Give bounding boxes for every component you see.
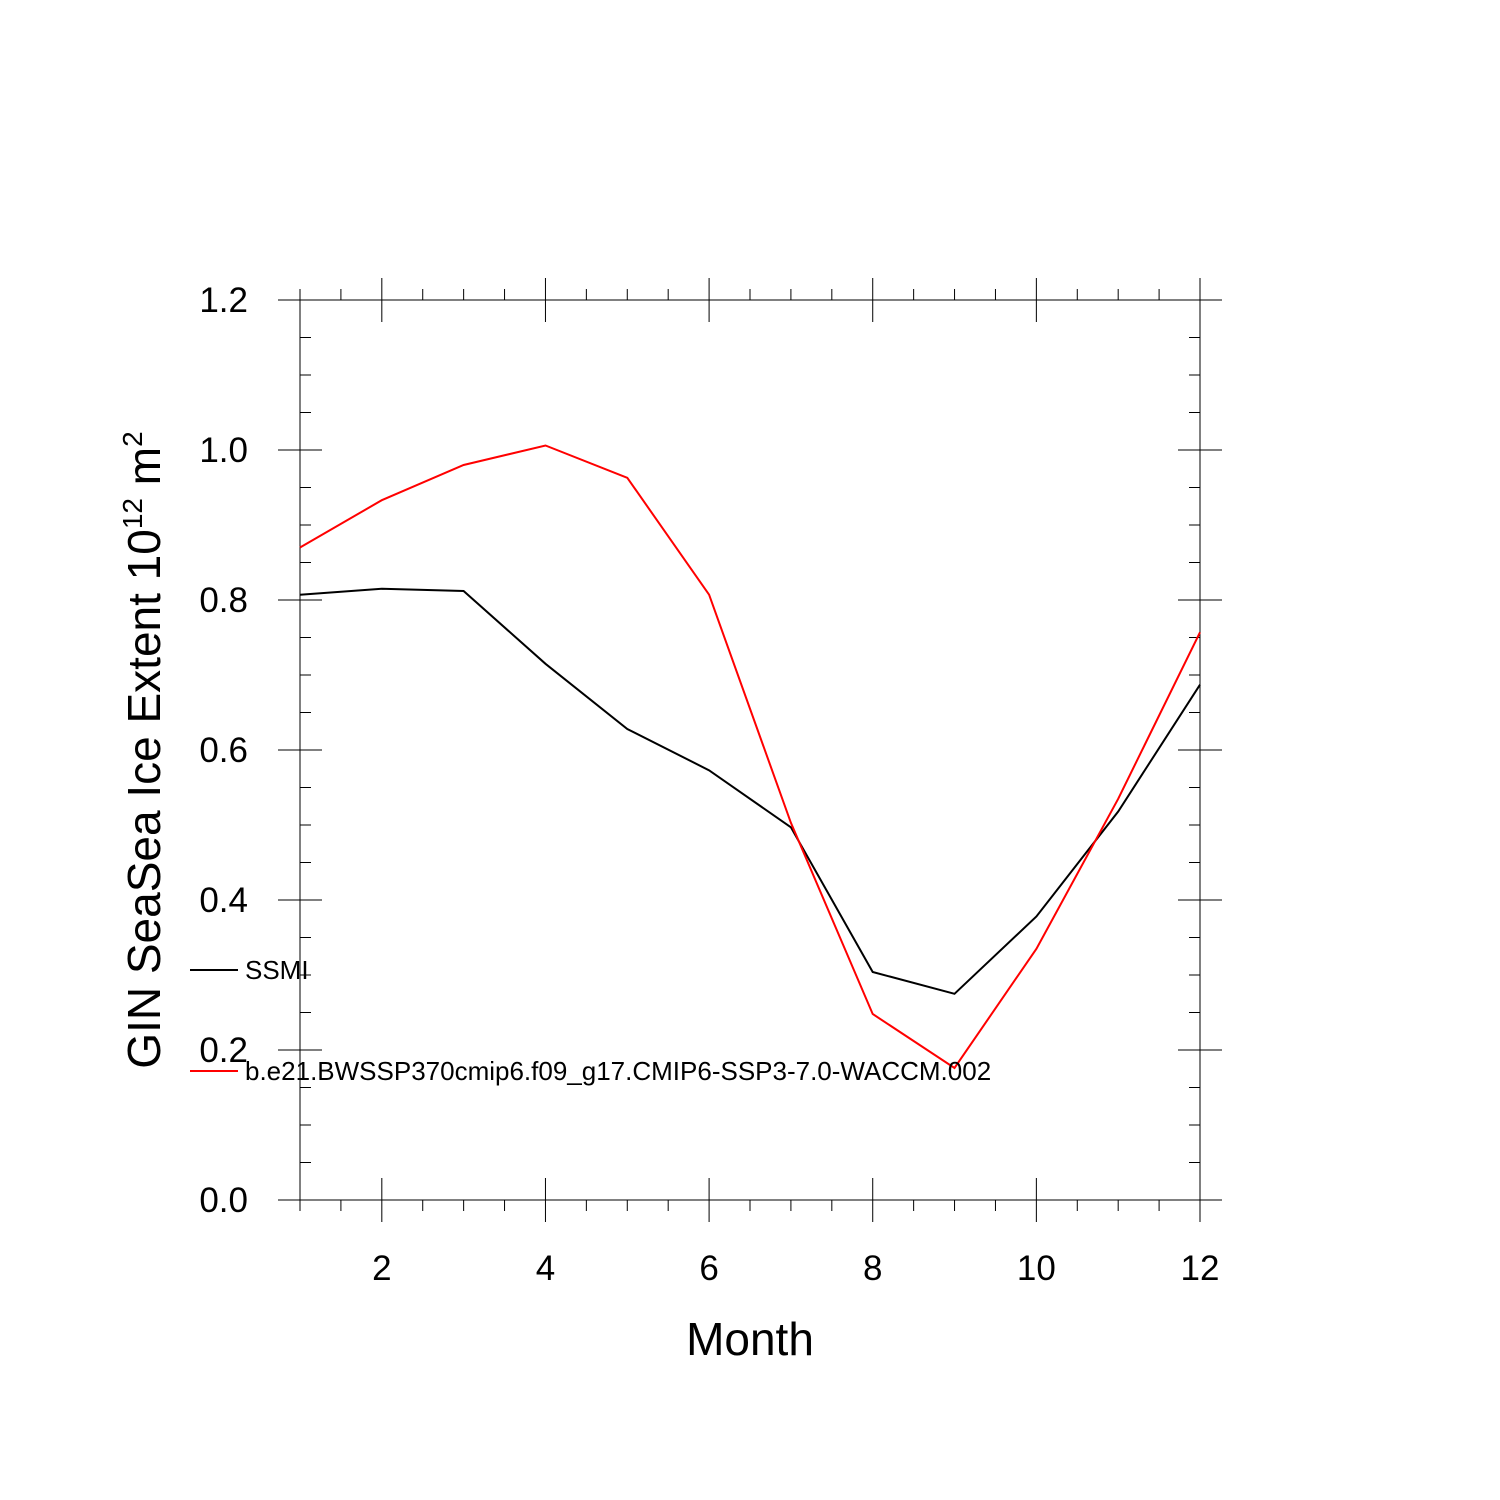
legend-label: SSMI [245,955,309,985]
tick-labels: 2 4 6 8 10 12 0.0 0.2 0.4 0.6 0.8 1.0 1.2 [199,281,1219,1288]
y-axis-label-base: GIN SeaSea Ice Extent 10 [118,529,170,1069]
series-line-1 [299,587,1201,995]
series-line-2 [299,444,1201,1070]
y-tick-label: 1.0 [199,431,248,470]
y-tick-label: 0.8 [199,581,248,620]
x-tick-label: 12 [1181,1249,1220,1288]
y-axis-label-unit: m [118,447,170,498]
series-layer [299,444,1201,1070]
y-tick-label: 0.0 [199,1181,248,1220]
y-axis-label-unit-exponent: 2 [117,431,148,447]
legend-label: b.e21.BWSSP370cmip6.f09_g17.CMIP6-SSP3-7… [245,1056,991,1086]
x-tick-label: 4 [536,1249,555,1288]
y-axis-label-exponent: 12 [117,498,148,529]
x-tick-label: 10 [1017,1249,1056,1288]
y-tick-label: 1.2 [199,281,248,320]
y-tick-label: 0.4 [199,881,248,920]
x-tick-label: 2 [372,1249,391,1288]
x-tick-label: 6 [699,1249,718,1288]
y-axis-label: GIN SeaSea Ice Extent 1012 m2 [117,431,170,1068]
plot-frame [299,299,1201,1201]
x-tick-label: 8 [863,1249,882,1288]
y-tick-label: 0.6 [199,731,248,770]
legend: SSMI b.e21.BWSSP370cmip6.f09_g17.CMIP6-SS… [190,955,991,1086]
x-axis-label: Month [686,1313,814,1365]
y-tick-label: 0.2 [199,1031,248,1070]
